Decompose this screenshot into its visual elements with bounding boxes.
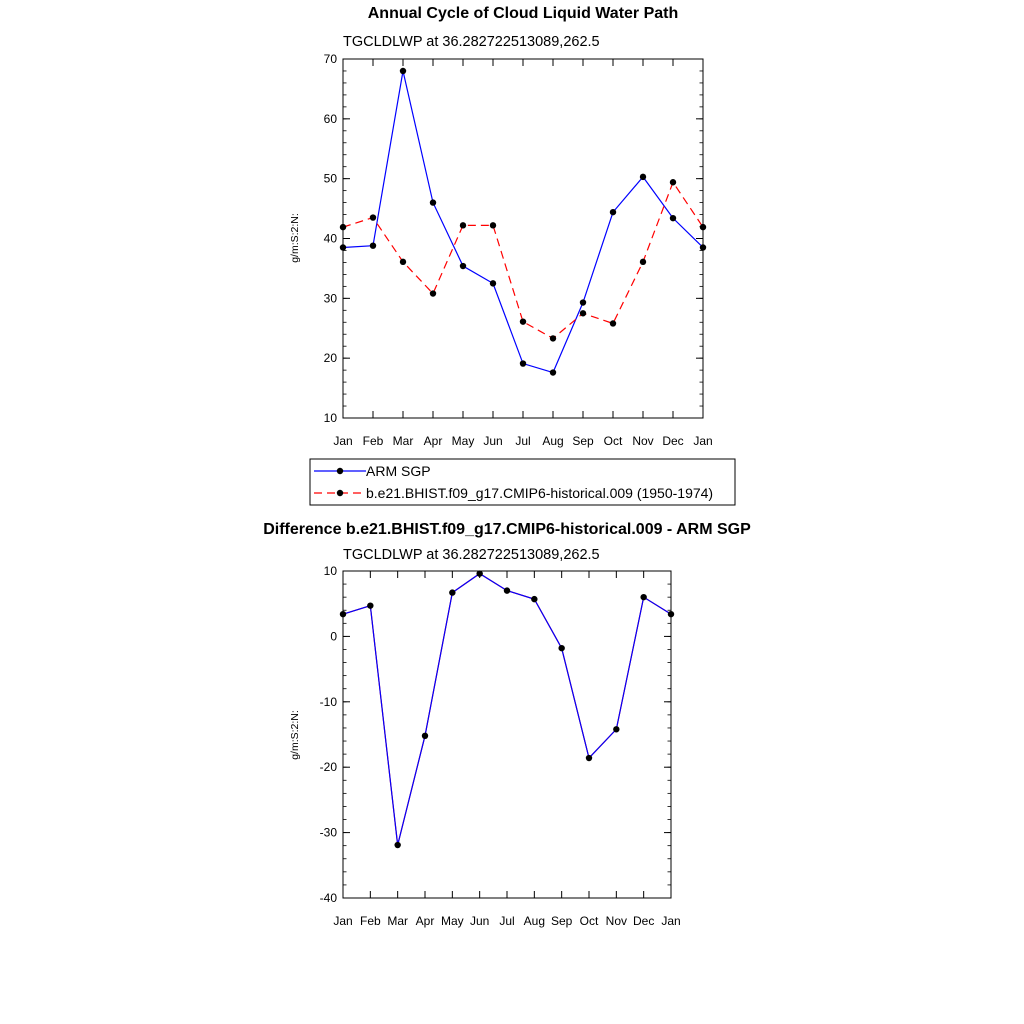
bottom-chart-series-0-point: [476, 570, 483, 577]
top-chart-series-0-point: [579, 299, 587, 306]
bottom-chart-plot: -40 -30 -20 -10 0 10 Jan Feb Mar Apr May Jun Jul Aug S…: [320, 564, 681, 928]
bottom-chart-ytick-label: -30: [320, 826, 338, 840]
top-chart-series-0-point: [669, 214, 677, 222]
top-chart-xtick-label: Oct: [604, 434, 623, 448]
top-chart-ytick-label: 60: [324, 112, 338, 126]
top-chart-xtick-label: Aug: [542, 434, 563, 448]
top-chart-series-1-point: [609, 320, 617, 327]
top-chart-series-1-point: [399, 258, 407, 266]
bottom-chart-xtick-label: Oct: [580, 914, 599, 928]
bottom-chart-ytick-label: -10: [320, 695, 338, 709]
top-chart-y-label: g/m:S:2:N:: [289, 213, 301, 263]
bottom-chart-xtick-label: Feb: [360, 914, 381, 928]
top-chart-xtick-label: Mar: [393, 434, 414, 448]
bottom-chart-series-0-point: [339, 610, 347, 618]
top-chart-subtitle: TGCLDLWP at 36.282722513089,262.5: [343, 34, 600, 50]
top-chart-series-1-point: [489, 222, 497, 229]
top-chart-series-1-point: [369, 214, 377, 221]
top-chart-series-0-point: [639, 173, 647, 181]
legend-model-label: b.e21.BHIST.f09_g17.CMIP6-historical.009…: [366, 485, 713, 501]
top-chart-plot: 10 20 30 40 50 60 70 Jan Feb Mar Apr May Jun Jul Aug Se…: [324, 52, 713, 448]
bottom-chart-ytick-label: 10: [324, 564, 338, 578]
bottom-chart-subtitle: TGCLDLWP at 36.282722513089,262.5: [343, 547, 600, 563]
top-chart-series-0-point: [519, 360, 527, 367]
bottom-chart-xtick-label: Jul: [499, 914, 514, 928]
bottom-chart-xtick-label: Sep: [551, 914, 573, 928]
bottom-chart-series-0-point: [667, 610, 675, 618]
bottom-chart-xtick-label: Dec: [633, 914, 654, 928]
top-chart-xtick-label: May: [452, 434, 475, 448]
bottom-chart-series-0-point: [558, 644, 565, 652]
legend-box: [309, 458, 736, 506]
top-chart-series-1-point: [639, 258, 647, 266]
top-chart-ytick-label: 30: [324, 291, 338, 305]
legend-arm-label: ARM SGP: [366, 463, 431, 479]
bottom-chart-xtick-label: May: [441, 914, 464, 928]
bottom-chart-series-0-point: [531, 595, 538, 603]
bottom-chart-xtick-label: Jun: [470, 914, 489, 928]
legend: ARM SGP b.e21.BHIST.f09_g17.CMIP6-histor…: [309, 458, 736, 506]
top-chart-ytick-label: 70: [324, 52, 338, 66]
top-chart-series-0-point: [429, 199, 437, 206]
top-chart-series-0-point: [549, 369, 557, 376]
top-chart-xtick-label: Sep: [572, 434, 594, 448]
top-chart-xtick-label: Apr: [424, 434, 443, 448]
top-chart-xtick-label: Jan: [693, 434, 712, 448]
top-chart-series-1-point: [429, 290, 437, 297]
top-chart-series-1-line: [342, 180, 704, 340]
top-chart-series-1-point: [459, 222, 467, 229]
bottom-chart-xtick-label: Aug: [524, 914, 545, 928]
bottom-chart-series-0-point: [367, 602, 374, 609]
bottom-chart-series-0-point: [394, 841, 401, 849]
top-chart-ytick-label: 40: [324, 232, 338, 246]
top-chart-series-0-point: [699, 244, 707, 251]
top-chart-ytick-label: 10: [324, 411, 338, 425]
top-chart-ytick-label: 50: [324, 172, 338, 186]
bottom-chart-xtick-label: Apr: [416, 914, 435, 928]
top-chart-series-1-point: [519, 318, 527, 325]
bottom-chart-series-0-point: [449, 589, 456, 596]
bottom-chart-series-0-point: [421, 732, 429, 740]
bottom-chart-xtick-label: Nov: [606, 914, 627, 928]
top-chart-xtick-label: Dec: [662, 434, 683, 448]
bottom-chart-ytick-label: -20: [320, 760, 338, 774]
legend-model-marker: [336, 489, 344, 497]
bottom-chart-series-0-underlay: [342, 572, 672, 846]
top-chart-series-1-point: [699, 223, 707, 231]
top-chart-xtick-label: Nov: [632, 434, 653, 448]
bottom-chart-ytick-label: -40: [320, 891, 338, 905]
bottom-chart-series-0-point: [613, 726, 620, 733]
top-chart-series-0-point: [459, 262, 467, 270]
top-chart-series-1-point: [339, 223, 347, 231]
top-chart-ytick-label: 20: [324, 351, 338, 365]
top-chart-series-0-line: [342, 70, 704, 374]
bottom-chart-series-0-point: [585, 754, 593, 762]
top-chart-series-0-point: [399, 67, 407, 75]
bottom-chart-xtick-label: Jan: [661, 914, 680, 928]
legend-arm-marker: [336, 467, 344, 475]
top-chart-series-0-point: [489, 280, 497, 287]
bottom-chart-series-0-line: [342, 572, 672, 846]
bottom-chart-xtick-label: Mar: [387, 914, 408, 928]
top-chart-series-0-point: [609, 208, 617, 216]
bottom-chart-series-0-point: [640, 593, 647, 601]
top-chart-xtick-label: Jan: [333, 434, 352, 448]
top-chart-xtick-label: Jun: [483, 434, 502, 448]
top-chart-series-0-point: [369, 242, 377, 249]
top-chart-series-1-point: [549, 335, 557, 342]
bottom-chart-title: Difference b.e21.BHIST.f09_g17.CMIP6-his…: [263, 521, 751, 538]
top-chart-series-0-point: [339, 244, 347, 251]
bottom-chart-series-0-point: [503, 587, 511, 594]
top-chart-xtick-label: Feb: [363, 434, 384, 448]
top-chart-xtick-label: Jul: [515, 434, 530, 448]
bottom-chart-ytick-label: 0: [330, 629, 337, 643]
top-chart-title: Annual Cycle of Cloud Liquid Water Path: [368, 5, 679, 22]
top-chart-series-1-point: [669, 179, 677, 186]
bottom-chart-xtick-label: Jan: [333, 914, 352, 928]
bottom-chart-frame: [342, 570, 672, 899]
top-chart-series-1-point: [579, 310, 587, 317]
bottom-chart-y-label: g/m:S:2:N:: [289, 710, 301, 760]
